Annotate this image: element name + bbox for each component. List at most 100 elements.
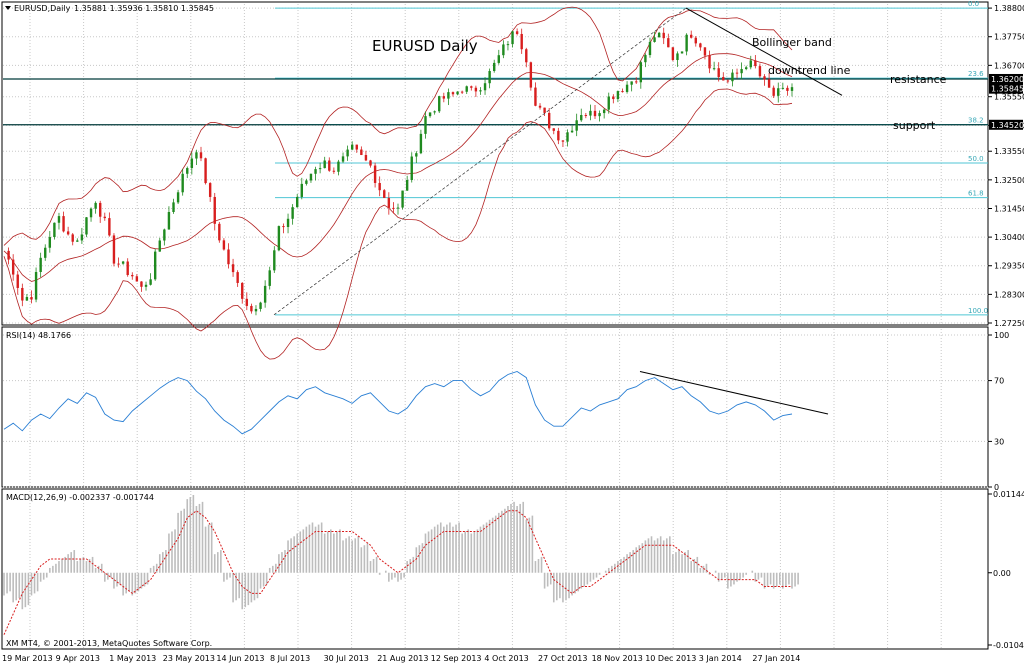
- candle-body: [451, 92, 455, 95]
- candle-body: [76, 240, 79, 242]
- price-box: [989, 73, 1023, 84]
- candle-body: [415, 153, 418, 157]
- candle-body: [39, 257, 42, 273]
- candle-body: [195, 152, 198, 159]
- price-panel: [1, 1, 989, 326]
- candle-body: [282, 226, 285, 228]
- candle-body: [511, 31, 514, 45]
- candle-body: [231, 264, 235, 273]
- candle-body: [250, 305, 253, 312]
- price-tick-label: 1.37750: [994, 33, 1024, 42]
- candle-body: [186, 168, 189, 174]
- candle-body: [360, 149, 363, 156]
- price-tick-label: 1.38800: [994, 4, 1024, 13]
- candle-body: [25, 297, 29, 301]
- candle-body: [584, 115, 588, 117]
- rsi-tick-label: 0: [994, 483, 999, 492]
- candle-body: [699, 43, 702, 48]
- candle-body: [140, 281, 143, 287]
- candle-body: [580, 115, 583, 121]
- candle-body: [117, 263, 120, 265]
- candle-body: [286, 218, 290, 227]
- candle-body: [103, 216, 106, 219]
- candle-body: [781, 87, 785, 89]
- fib-label: 50.0: [968, 155, 984, 163]
- candle-body: [593, 110, 597, 117]
- candle-body: [538, 105, 542, 108]
- header-symbol: EURUSD,Daily: [14, 4, 71, 13]
- candle-body: [456, 91, 459, 95]
- candle-body: [676, 53, 679, 61]
- candle-body: [424, 116, 427, 134]
- candle-body: [318, 168, 322, 170]
- candle-body: [378, 182, 381, 191]
- label-support: support: [893, 119, 936, 132]
- candle-body: [447, 92, 450, 99]
- candle-body: [671, 47, 675, 61]
- macd-signal-line: [3, 510, 792, 635]
- candle-body: [575, 120, 578, 131]
- candle-body: [53, 222, 56, 238]
- date-label: 19 Mar 2013: [2, 654, 53, 663]
- price-tick-label: 1.36700: [994, 61, 1024, 70]
- candle-body: [493, 62, 496, 71]
- candle-body: [767, 79, 771, 88]
- candle-body: [245, 298, 249, 306]
- price-tick-label: 1.27250: [994, 319, 1024, 328]
- candle-body: [685, 34, 688, 52]
- candle-body: [328, 160, 331, 171]
- candle-body: [616, 91, 620, 100]
- candle-body: [314, 169, 317, 174]
- candle-body: [108, 218, 111, 236]
- candle-body: [309, 173, 313, 181]
- candle-body: [653, 37, 656, 42]
- candle-body: [520, 33, 523, 50]
- fib-label: 100.0: [968, 307, 988, 315]
- date-label: 3 Jan 2014: [699, 654, 742, 663]
- rsi-header: RSI(14) 48.1766: [6, 331, 71, 340]
- date-label: 8 Jul 2013: [270, 654, 310, 663]
- candle-body: [433, 111, 436, 113]
- candle-body: [460, 91, 464, 93]
- footer-copyright: XM MT4, © 2001-2013, MetaQuotes Software…: [6, 639, 212, 648]
- candle-body: [131, 275, 134, 277]
- candle-body: [44, 247, 47, 258]
- candle-body: [529, 62, 533, 88]
- candle-body: [396, 207, 400, 209]
- candle-body: [337, 161, 340, 172]
- candle-body: [296, 196, 299, 208]
- candle-body: [34, 272, 38, 300]
- candle-body: [639, 62, 643, 83]
- candle-body: [350, 144, 354, 150]
- date-label: 14 Jun 2013: [216, 654, 264, 663]
- candle-body: [419, 133, 423, 154]
- candle-body: [346, 149, 349, 157]
- candle-body: [144, 284, 148, 287]
- candle-body: [749, 60, 752, 68]
- candle-body: [62, 216, 65, 232]
- candle-body: [680, 51, 684, 54]
- candle-body: [708, 55, 711, 69]
- candle-body: [557, 130, 560, 141]
- candle-body: [300, 183, 303, 197]
- candle-body: [790, 87, 794, 91]
- bollinger-middle: [3, 53, 793, 282]
- candle-body: [547, 112, 551, 129]
- candle-body: [30, 297, 33, 300]
- candle-body: [543, 107, 546, 113]
- candle-body: [176, 192, 180, 203]
- candle-body: [158, 240, 161, 252]
- candle-body: [470, 86, 473, 88]
- candle-body: [740, 69, 743, 74]
- candle-body: [625, 84, 629, 92]
- rsi-layer: [3, 370, 829, 435]
- candle-body: [479, 90, 482, 92]
- price-box-label: 1.35845: [991, 85, 1024, 94]
- date-label: 27 Oct 2013: [538, 654, 587, 663]
- candle-body: [254, 308, 258, 312]
- candle-body: [502, 44, 505, 56]
- price-box: [989, 83, 1023, 94]
- date-label: 9 Apr 2013: [56, 654, 100, 663]
- candle-body: [149, 279, 152, 285]
